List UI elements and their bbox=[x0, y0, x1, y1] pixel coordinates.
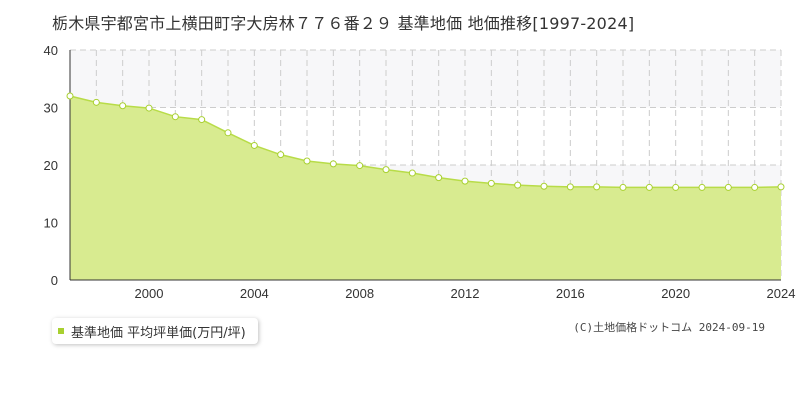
data-point bbox=[119, 102, 127, 110]
data-point bbox=[724, 183, 732, 191]
axes bbox=[69, 50, 781, 281]
x-tick-label: 2000 bbox=[135, 286, 164, 301]
data-point bbox=[461, 177, 469, 185]
data-point bbox=[487, 179, 495, 187]
data-point bbox=[645, 183, 653, 191]
data-markers bbox=[66, 92, 785, 191]
x-tick-label: 2012 bbox=[451, 286, 480, 301]
copyright: (C)土地価格ドットコム 2024-09-19 bbox=[573, 321, 765, 334]
x-tick-label: 2008 bbox=[345, 286, 374, 301]
y-tick-label: 40 bbox=[44, 43, 58, 58]
data-point bbox=[92, 98, 100, 106]
x-tick-label: 2020 bbox=[661, 286, 690, 301]
data-point bbox=[66, 92, 74, 100]
data-point bbox=[277, 151, 285, 159]
data-point bbox=[540, 182, 548, 190]
data-point bbox=[619, 183, 627, 191]
y-tick-label: 20 bbox=[44, 158, 58, 173]
data-point bbox=[751, 183, 759, 191]
y-tick-label: 10 bbox=[44, 216, 58, 231]
data-point bbox=[356, 162, 364, 170]
data-point bbox=[777, 183, 785, 191]
data-point bbox=[514, 181, 522, 189]
data-point bbox=[382, 166, 390, 174]
legend-swatch bbox=[58, 328, 64, 334]
grid-band bbox=[70, 50, 781, 108]
legend[interactable]: 基準地価 平均坪単価(万円/坪) bbox=[52, 318, 258, 344]
series-area-fill bbox=[70, 96, 781, 280]
data-point bbox=[250, 141, 258, 149]
data-point bbox=[408, 169, 416, 177]
x-tick-label: 2024 bbox=[767, 286, 796, 301]
data-point bbox=[198, 116, 206, 124]
data-point bbox=[593, 183, 601, 191]
data-point bbox=[224, 129, 232, 137]
data-point bbox=[303, 157, 311, 165]
data-point bbox=[329, 160, 337, 168]
x-tick-label: 2004 bbox=[240, 286, 269, 301]
chart-title: 栃木県宇都宮市上横田町字大房林７７６番２９ 基準地価 地価推移[1997-202… bbox=[52, 14, 635, 33]
x-tick-label: 2016 bbox=[556, 286, 585, 301]
y-axis-ticks: 0 10 20 30 40 bbox=[44, 43, 58, 288]
series-line bbox=[69, 95, 782, 189]
y-tick-label: 0 bbox=[51, 273, 58, 288]
legend-label: 基準地価 平均坪単価(万円/坪) bbox=[71, 325, 246, 341]
data-point bbox=[171, 113, 179, 121]
data-point bbox=[698, 183, 706, 191]
data-point bbox=[566, 183, 574, 191]
x-axis-ticks: 2000 2004 2008 2012 2016 2020 2024 bbox=[135, 286, 796, 301]
data-point bbox=[672, 183, 680, 191]
data-point bbox=[145, 104, 153, 112]
y-tick-label: 30 bbox=[44, 101, 58, 116]
series-area bbox=[69, 95, 782, 280]
data-point bbox=[435, 174, 443, 182]
